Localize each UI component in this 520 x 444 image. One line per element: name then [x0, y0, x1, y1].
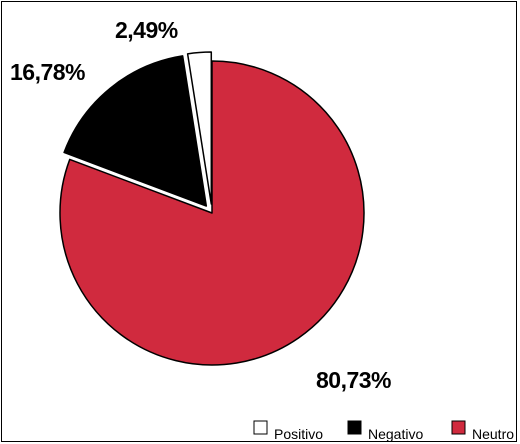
legend-swatch-negativo — [347, 420, 362, 435]
legend-label-positivo: Positivo — [274, 426, 323, 442]
legend-label-neutro: Neutro — [472, 426, 514, 442]
legend-swatch-neutro — [451, 420, 466, 435]
legend-label-negativo: Negativo — [368, 426, 423, 442]
legend-swatch-positivo — [253, 420, 268, 435]
pie-value-labels: 2,49% 16,78% 80,73% — [10, 17, 392, 393]
pie-slice-positivo — [186, 51, 213, 205]
pie-slices — [59, 51, 365, 366]
pie-slice-neutro — [59, 60, 365, 366]
value-label-negativo: 16,78% — [10, 59, 85, 85]
legend: Positivo Negativo Neutro — [253, 420, 514, 442]
value-label-positivo: 2,49% — [115, 17, 178, 43]
value-label-neutro: 80,73% — [316, 367, 391, 393]
pie-slice-negativo — [63, 55, 208, 207]
